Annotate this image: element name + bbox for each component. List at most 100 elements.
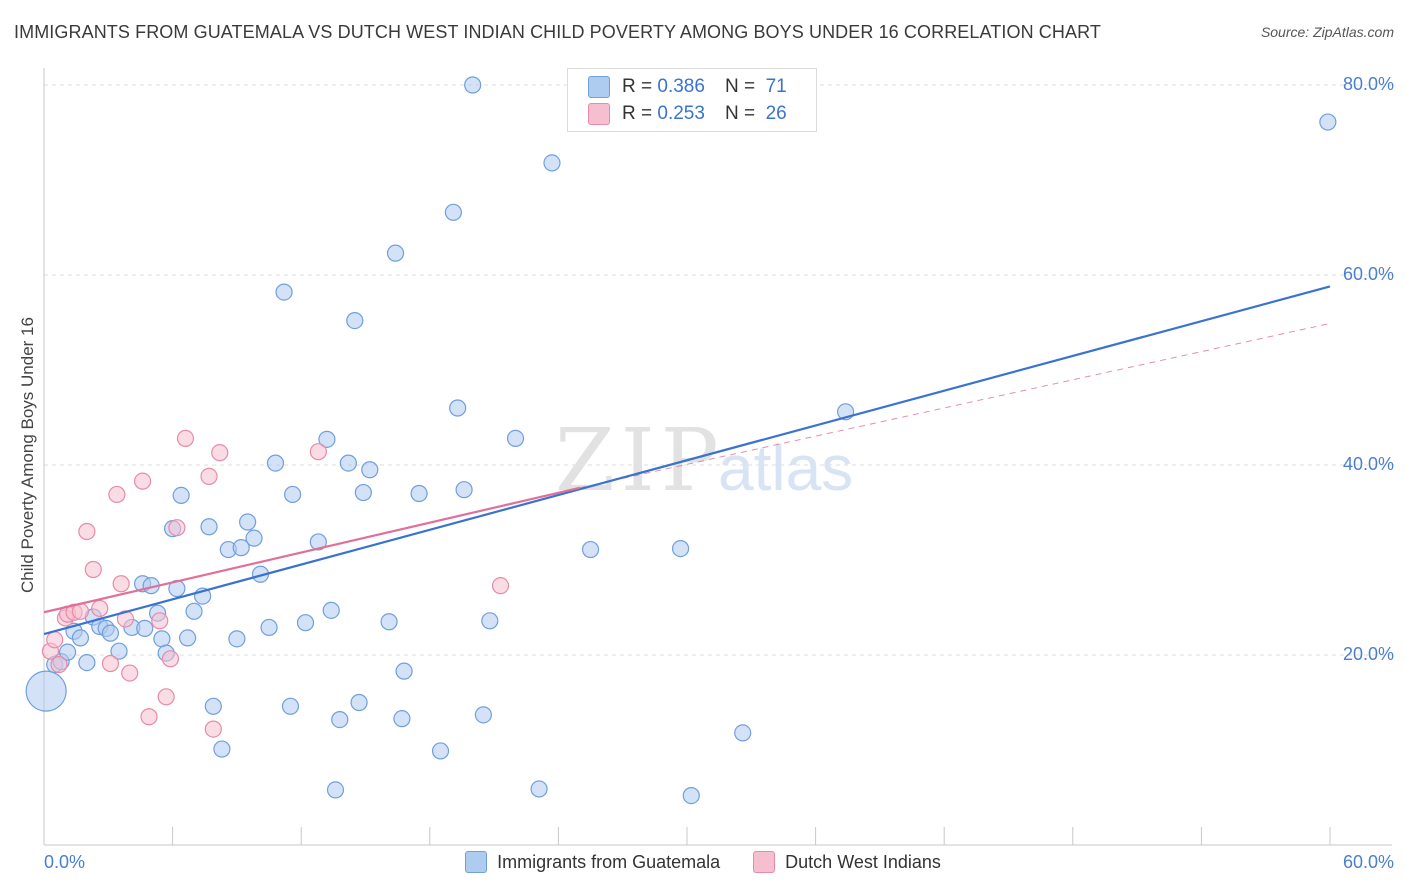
data-point-guatemala [581,540,600,559]
data-point-guatemala [266,454,285,472]
data-point-dutch-west-indians [108,485,126,504]
data-point-guatemala [449,399,467,417]
data-point-dutch-west-indians [204,720,222,738]
data-point-guatemala [326,781,345,799]
series-dutch-west-indians-points [41,429,510,738]
data-point-guatemala [78,653,96,672]
data-point-guatemala [232,539,250,557]
data-point-guatemala [296,614,315,632]
trend-line-guatemala [43,285,1331,636]
axes [43,68,1392,846]
data-point-dutch-west-indians [116,610,135,628]
data-point-guatemala [172,486,190,504]
data-point-guatemala [309,533,327,551]
n-value: 26 [765,103,787,124]
data-point-dutch-west-indians [151,612,169,630]
data-point-guatemala [354,483,372,502]
data-point-guatemala [185,602,203,620]
n-label: N = [724,76,756,97]
data-point-guatemala [239,513,257,531]
data-point-dutch-west-indians [200,467,218,485]
data-point-guatemala [213,740,231,758]
data-point-guatemala [110,642,128,660]
data-point-guatemala [543,154,561,172]
y-tick-label: 60.0% [1342,264,1394,284]
data-point-dutch-west-indians [46,631,64,649]
x-tick-label-min: 0.0% [44,852,86,872]
data-point-dutch-west-indians [168,519,186,537]
data-point-guatemala [481,612,499,630]
n-value: 71 [765,76,787,97]
legend-label: Immigrants from Guatemala [497,851,721,872]
data-point-guatemala [200,518,218,536]
data-point-guatemala [136,619,154,638]
trend-lines [43,285,1331,636]
data-point-dutch-west-indians [309,443,327,461]
data-point-guatemala [506,429,525,447]
data-point-guatemala [410,484,428,503]
data-point-dutch-west-indians [211,444,229,462]
watermark: ZIP atlas [555,411,853,511]
data-point-dutch-west-indians [50,655,68,674]
data-point-guatemala [380,613,398,631]
data-point-guatemala [179,629,197,647]
data-point-guatemala [245,529,263,547]
legend-swatch-pink [588,103,610,125]
data-point-guatemala [431,742,450,760]
trend-line-dutch-west-indians [43,486,581,614]
n-label: N = [724,103,756,124]
data-point-guatemala [464,76,482,94]
data-point-guatemala [284,485,302,504]
data-point-guatemala [25,670,67,712]
trend-line-dutch-extension [579,322,1331,489]
data-point-guatemala [393,710,411,728]
data-point-guatemala [260,618,278,637]
data-point-guatemala [281,697,300,715]
data-point-guatemala [101,624,120,642]
data-point-guatemala [361,461,379,479]
data-point-dutch-west-indians [176,429,195,447]
legend-swatch-pink [753,851,776,873]
legend-item-dutch-west-indians: Dutch West Indians [753,851,941,873]
legend-swatch-blue [588,76,610,98]
data-point-dutch-west-indians [491,577,510,595]
data-point-guatemala [275,283,293,301]
data-point-guatemala [444,203,462,221]
data-point-guatemala [734,724,752,742]
series-legend: Immigrants from Guatemala Dutch West Ind… [0,851,1406,878]
series-guatemala-points [25,76,1337,805]
data-point-dutch-west-indians [157,688,175,706]
data-point-dutch-west-indians [161,650,180,668]
chart-title: IMMIGRANTS FROM GUATEMALA VS DUTCH WEST … [14,22,1101,42]
data-point-guatemala [1319,113,1337,131]
watermark-atlas: atlas [718,432,853,504]
x-tick-label-max: 60.0% [1342,852,1394,872]
r-value: 0.253 [657,103,705,124]
data-point-guatemala [228,630,246,648]
legend-item-guatemala: Immigrants from Guatemala [465,851,720,873]
data-point-guatemala [58,643,77,661]
data-point-guatemala [455,481,473,499]
data-point-guatemala [474,706,492,724]
data-point-dutch-west-indians [91,599,109,618]
data-point-guatemala [682,786,700,805]
r-value: 0.386 [657,76,705,97]
data-point-guatemala [346,312,364,330]
data-point-guatemala [530,780,548,798]
y-tick-label: 20.0% [1342,644,1394,664]
legend-label: Dutch West Indians [785,851,941,872]
data-point-dutch-west-indians [121,664,139,682]
y-axis-label: Child Poverty Among Boys Under 16 [18,317,37,593]
r-label: R = [622,103,653,124]
stats-legend-row-guatemala: R = 0.386 N = 71 [588,73,787,101]
r-label: R = [622,76,653,97]
legend-swatch-blue [465,851,488,873]
data-point-guatemala [204,697,222,715]
data-point-guatemala [386,244,405,262]
data-point-dutch-west-indians [140,708,158,726]
data-point-dutch-west-indians [112,575,130,593]
data-point-dutch-west-indians [84,560,102,579]
data-point-guatemala [331,710,349,729]
data-point-dutch-west-indians [78,522,96,541]
